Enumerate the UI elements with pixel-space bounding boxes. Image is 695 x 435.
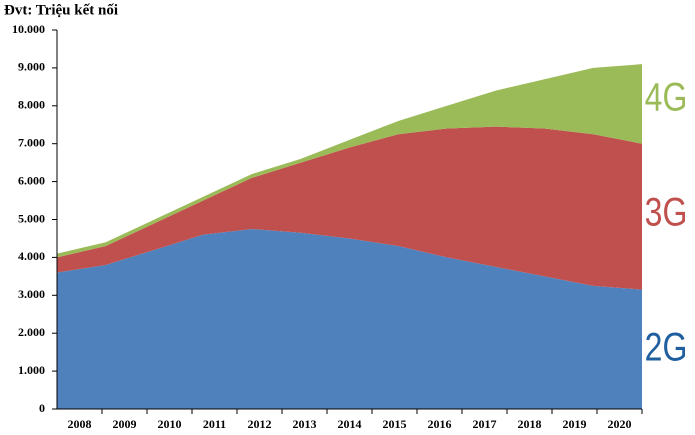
y-tick-label: 6.000 — [18, 173, 45, 187]
x-tick-label: 2018 — [518, 417, 542, 431]
x-tick-label: 2010 — [158, 417, 182, 431]
area — [57, 126, 642, 290]
area — [57, 64, 642, 258]
x-tick-label: 2009 — [113, 417, 137, 431]
y-tick-label: 3.000 — [18, 287, 45, 301]
y-tick-label: 4.000 — [18, 249, 45, 263]
y-tick-label: 0 — [39, 401, 45, 415]
y-tick-label: 10.000 — [12, 22, 45, 36]
y-tick-label: 9.000 — [18, 60, 45, 74]
x-tick-label: 2019 — [563, 417, 587, 431]
x-tick-label: 2008 — [68, 417, 92, 431]
x-tick-label: 2020 — [608, 417, 632, 431]
y-tick-label: 1.000 — [18, 363, 45, 377]
y-tick-label: 2.000 — [18, 325, 45, 339]
x-tick-label: 2014 — [338, 417, 362, 431]
x-tick-label: 2016 — [428, 417, 452, 431]
x-tick-label: 2015 — [383, 417, 407, 431]
y-tick-label: 5.000 — [18, 211, 45, 225]
x-tick-label: 2017 — [473, 417, 497, 431]
x-tick-label: 2013 — [293, 417, 317, 431]
series-label: 2G — [645, 324, 688, 369]
series-label: 3G — [645, 189, 688, 234]
x-tick-label: 2011 — [203, 417, 226, 431]
area — [57, 228, 642, 409]
y-tick-label: 7.000 — [18, 135, 45, 149]
chart-title: Đvt: Triệu kết nối — [4, 2, 118, 18]
series-label: 4G — [645, 74, 688, 119]
x-tick-label: 2012 — [248, 417, 272, 431]
y-tick-label: 8.000 — [18, 98, 45, 112]
